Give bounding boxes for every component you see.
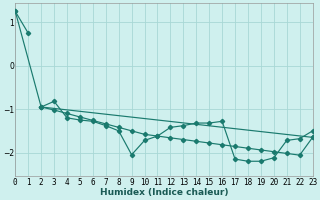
X-axis label: Humidex (Indice chaleur): Humidex (Indice chaleur)	[100, 188, 228, 197]
